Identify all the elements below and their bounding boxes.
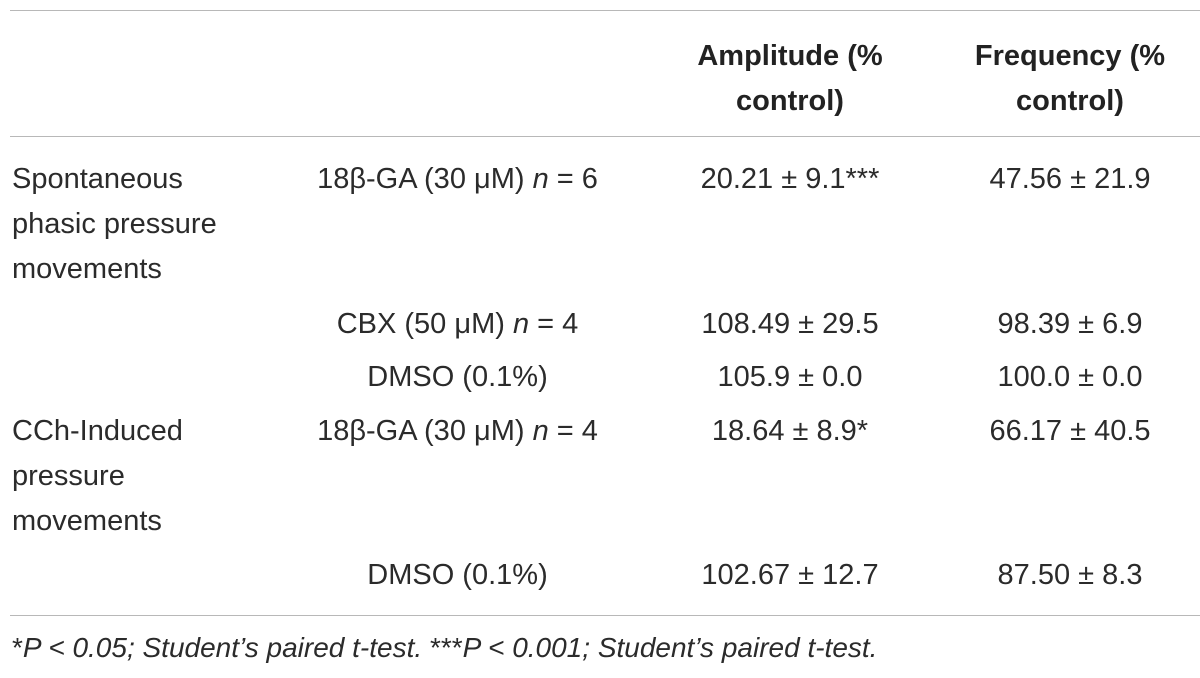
table-row-frequency: 66.17 ± 40.5 (989, 415, 1151, 447)
table-row-amplitude: 108.49 ± 29.5 (701, 308, 879, 340)
table-row-frequency: 98.39 ± 6.9 (997, 308, 1143, 340)
table-footnote: *P < 0.05; Student’s paired t-test. ***P… (12, 632, 878, 663)
table-row-amplitude: 18.64 ± 8.9* (711, 415, 869, 447)
table-row-amplitude: 105.9 ± 0.0 (717, 361, 863, 393)
table-row-treatment: CBX (50 μM) n = 4 (336, 308, 579, 340)
group-label-cch-induced: CCh-Induced pressure movements (12, 415, 183, 537)
group-label-spontaneous: Spontaneous phasic pressure movements (12, 163, 217, 285)
table-row-amplitude: 20.21 ± 9.1*** (700, 163, 880, 195)
table-row-frequency: 87.50 ± 8.3 (997, 559, 1143, 591)
table-row-treatment: DMSO (0.1%) (367, 361, 548, 393)
table-bottom-rule (10, 615, 1200, 616)
table-row-treatment: 18β-GA (30 μM) n = 4 (317, 415, 598, 447)
column-header-frequency: Frequency (% control) (974, 40, 1166, 117)
table-row-amplitude: 102.67 ± 12.7 (701, 559, 879, 591)
table-row-treatment: 18β-GA (30 μM) n = 6 (317, 163, 598, 195)
table-row-frequency: 100.0 ± 0.0 (997, 361, 1143, 393)
header-rule (10, 136, 1200, 137)
table-row-treatment: DMSO (0.1%) (367, 559, 548, 591)
column-header-amplitude: Amplitude (% control) (697, 40, 883, 117)
table-row-frequency: 47.56 ± 21.9 (989, 163, 1151, 195)
table-top-rule (10, 10, 1200, 11)
